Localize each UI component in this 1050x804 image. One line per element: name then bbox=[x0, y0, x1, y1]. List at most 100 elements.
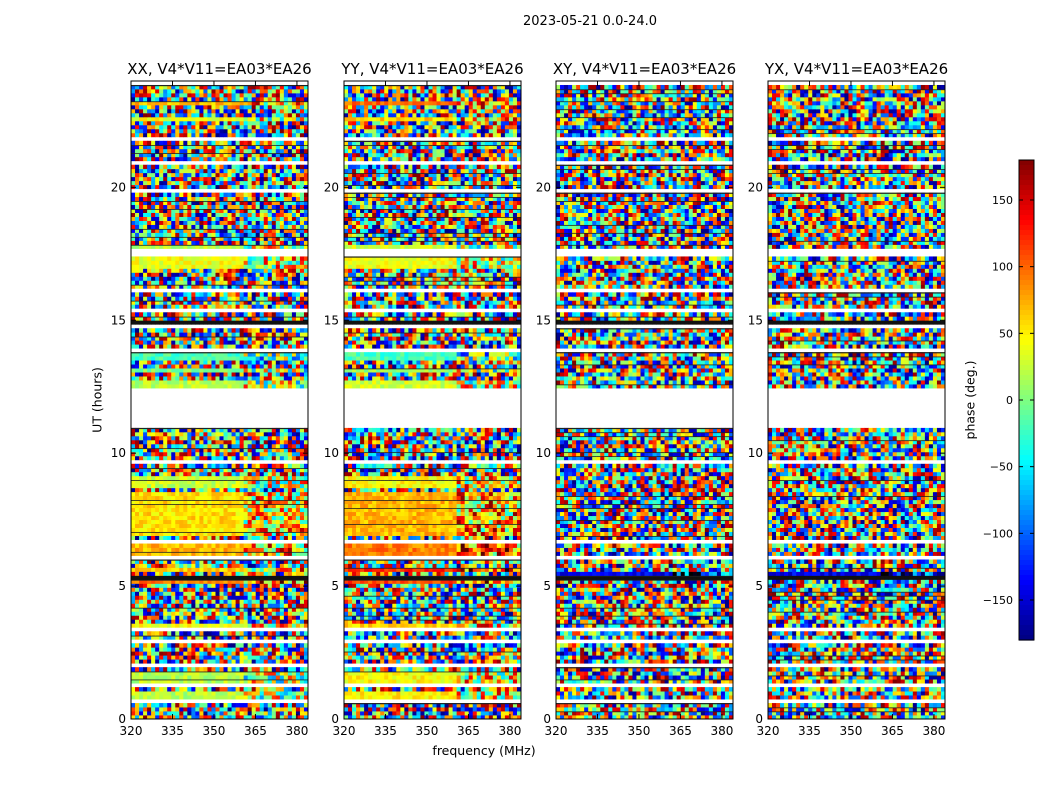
phase-cell bbox=[147, 687, 151, 691]
phase-cell bbox=[163, 711, 167, 715]
phase-cell bbox=[207, 512, 211, 516]
phase-cell bbox=[240, 703, 244, 707]
phase-cell bbox=[179, 544, 183, 548]
phase-cell bbox=[151, 512, 155, 516]
phase-cell bbox=[224, 528, 228, 532]
phase-cell bbox=[191, 651, 195, 655]
phase-cell bbox=[195, 667, 199, 671]
phase-cell bbox=[199, 508, 203, 512]
phase-cell bbox=[296, 544, 300, 548]
phase-cell bbox=[163, 647, 167, 651]
phase-cell bbox=[252, 548, 256, 552]
phase-cell bbox=[232, 520, 236, 524]
phase-cell bbox=[199, 659, 203, 663]
phase-cell bbox=[248, 631, 252, 635]
phase-cell bbox=[272, 508, 276, 512]
phase-cell bbox=[195, 655, 199, 659]
phase-cell bbox=[147, 571, 151, 575]
phase-cell bbox=[187, 631, 191, 635]
phase-cell bbox=[280, 567, 284, 571]
phase-cell bbox=[252, 524, 256, 528]
phase-cell bbox=[268, 575, 272, 579]
phase-cell bbox=[220, 512, 224, 516]
phase-cell bbox=[264, 544, 268, 548]
phase-cell bbox=[175, 512, 179, 516]
phase-cell bbox=[256, 512, 260, 516]
phase-cell bbox=[240, 528, 244, 532]
phase-cell bbox=[284, 691, 288, 695]
phase-cell bbox=[232, 603, 236, 607]
phase-cell bbox=[207, 619, 211, 623]
phase-cell bbox=[260, 703, 264, 707]
phase-cell bbox=[260, 659, 264, 663]
phase-cell bbox=[224, 655, 228, 659]
phase-cell bbox=[280, 651, 284, 655]
phase-cell bbox=[163, 548, 167, 552]
phase-cell bbox=[155, 512, 159, 516]
phase-cell bbox=[175, 508, 179, 512]
phase-cell bbox=[175, 587, 179, 591]
phase-cell bbox=[191, 711, 195, 715]
phase-cell bbox=[203, 691, 207, 695]
phase-cell bbox=[248, 583, 252, 587]
phase-cell bbox=[175, 687, 179, 691]
phase-cell bbox=[296, 707, 300, 711]
phase-cell bbox=[224, 619, 228, 623]
phase-cell bbox=[280, 619, 284, 623]
phase-cell bbox=[276, 655, 280, 659]
phase-cell bbox=[264, 583, 268, 587]
phase-cell bbox=[220, 655, 224, 659]
phase-cell bbox=[300, 643, 304, 647]
phase-cell bbox=[264, 675, 268, 679]
phase-cell bbox=[280, 703, 284, 707]
phase-cell bbox=[264, 687, 268, 691]
phase-cell bbox=[240, 687, 244, 691]
phase-cell bbox=[224, 659, 228, 663]
phase-cell bbox=[300, 591, 304, 595]
phase-cell bbox=[276, 524, 280, 528]
phase-cell bbox=[252, 675, 256, 679]
phase-cell bbox=[268, 508, 272, 512]
phase-cell bbox=[143, 516, 147, 520]
phase-cell bbox=[272, 691, 276, 695]
phase-cell bbox=[256, 687, 260, 691]
phase-cell bbox=[207, 520, 211, 524]
phase-cell bbox=[187, 528, 191, 532]
phase-cell bbox=[236, 611, 240, 615]
phase-cell bbox=[256, 520, 260, 524]
phase-cell bbox=[300, 563, 304, 567]
phase-cell bbox=[276, 563, 280, 567]
phase-cell bbox=[139, 655, 143, 659]
phase-cell bbox=[139, 587, 143, 591]
phase-cell bbox=[147, 667, 151, 671]
phase-cell bbox=[272, 575, 276, 579]
phase-cell bbox=[151, 643, 155, 647]
phase-cell bbox=[288, 647, 292, 651]
phase-cell bbox=[131, 603, 135, 607]
phase-cell bbox=[236, 599, 240, 603]
phase-cell bbox=[207, 651, 211, 655]
phase-cell bbox=[187, 571, 191, 575]
phase-cell bbox=[155, 695, 159, 699]
phase-cell bbox=[252, 583, 256, 587]
phase-cell bbox=[147, 707, 151, 711]
phase-cell bbox=[264, 703, 268, 707]
phase-cell bbox=[284, 508, 288, 512]
phase-cell bbox=[292, 615, 296, 619]
phase-cell bbox=[203, 687, 207, 691]
phase-cell bbox=[203, 575, 207, 579]
phase-cell bbox=[203, 528, 207, 532]
phase-cell bbox=[163, 587, 167, 591]
phase-cell bbox=[203, 583, 207, 587]
phase-cell bbox=[195, 711, 199, 715]
phase-cell bbox=[292, 703, 296, 707]
phase-cell bbox=[260, 516, 264, 520]
phase-cell bbox=[139, 643, 143, 647]
phase-cell bbox=[211, 583, 215, 587]
phase-cell bbox=[240, 623, 244, 627]
phase-cell bbox=[268, 591, 272, 595]
phase-cell bbox=[135, 520, 139, 524]
phase-cell bbox=[276, 623, 280, 627]
phase-cell bbox=[248, 659, 252, 663]
phase-cell bbox=[199, 647, 203, 651]
